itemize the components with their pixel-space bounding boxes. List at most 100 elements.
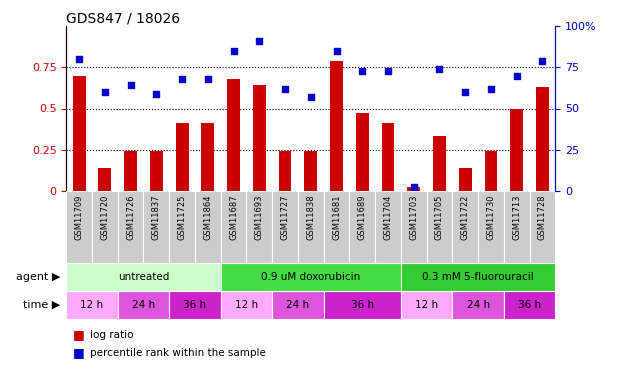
Text: agent ▶: agent ▶ <box>16 272 60 282</box>
Bar <box>407 188 420 191</box>
Bar <box>401 263 555 291</box>
Point <box>538 58 548 64</box>
Bar <box>73 76 86 191</box>
Text: 24 h: 24 h <box>132 300 155 310</box>
Bar <box>92 191 118 263</box>
Text: ■: ■ <box>73 328 85 341</box>
Bar <box>124 151 137 191</box>
Text: GSM11727: GSM11727 <box>281 194 290 240</box>
Point <box>203 76 213 82</box>
Bar <box>175 123 189 191</box>
Bar <box>98 168 111 191</box>
Text: 24 h: 24 h <box>466 300 490 310</box>
Bar <box>169 291 221 319</box>
Bar <box>118 191 143 263</box>
Bar <box>221 263 401 291</box>
Bar <box>272 191 298 263</box>
Text: 12 h: 12 h <box>80 300 103 310</box>
Bar <box>247 191 272 263</box>
Point <box>228 48 239 54</box>
Bar <box>375 191 401 263</box>
Text: 36 h: 36 h <box>518 300 541 310</box>
Text: GSM11687: GSM11687 <box>229 194 238 240</box>
Text: GSM11726: GSM11726 <box>126 194 135 240</box>
Bar <box>452 191 478 263</box>
Text: untreated: untreated <box>118 272 169 282</box>
Text: log ratio: log ratio <box>90 330 134 339</box>
Point <box>357 68 367 74</box>
Bar <box>227 79 240 191</box>
Bar <box>279 151 292 191</box>
Bar <box>356 113 369 191</box>
Text: GSM11713: GSM11713 <box>512 194 521 240</box>
Point <box>100 89 110 95</box>
Bar <box>118 291 169 319</box>
Text: 12 h: 12 h <box>415 300 438 310</box>
Bar <box>201 123 215 191</box>
Text: percentile rank within the sample: percentile rank within the sample <box>90 348 266 357</box>
Text: GSM11720: GSM11720 <box>100 194 109 240</box>
Text: time ▶: time ▶ <box>23 300 60 310</box>
Text: GSM11837: GSM11837 <box>152 194 161 240</box>
Bar <box>433 136 446 191</box>
Point <box>434 66 444 72</box>
Bar <box>253 86 266 191</box>
Bar <box>324 291 401 319</box>
Point <box>409 184 419 190</box>
Bar <box>459 168 471 191</box>
Point <box>74 56 84 62</box>
Bar <box>150 151 163 191</box>
Text: 0.9 uM doxorubicin: 0.9 uM doxorubicin <box>261 272 360 282</box>
Point <box>126 82 136 88</box>
Bar <box>510 108 523 191</box>
Point <box>151 91 162 97</box>
Point <box>305 94 316 100</box>
Text: GSM11681: GSM11681 <box>332 194 341 240</box>
Bar <box>478 191 504 263</box>
Text: GSM11703: GSM11703 <box>410 194 418 240</box>
Text: GSM11704: GSM11704 <box>384 194 392 240</box>
Bar <box>427 191 452 263</box>
Bar <box>485 151 497 191</box>
Text: GSM11689: GSM11689 <box>358 194 367 240</box>
Text: 36 h: 36 h <box>351 300 374 310</box>
Bar <box>382 123 394 191</box>
Point <box>512 73 522 79</box>
Point <box>254 38 264 44</box>
Text: GSM11838: GSM11838 <box>306 194 316 240</box>
Bar <box>536 87 549 191</box>
Bar <box>143 191 169 263</box>
Bar <box>401 291 452 319</box>
Text: GSM11693: GSM11693 <box>255 194 264 240</box>
Bar <box>221 291 272 319</box>
Text: GSM11725: GSM11725 <box>177 194 187 240</box>
Bar <box>298 191 324 263</box>
Bar <box>324 191 350 263</box>
Text: 36 h: 36 h <box>184 300 206 310</box>
Text: GSM11722: GSM11722 <box>461 194 469 240</box>
Point <box>383 68 393 74</box>
Point <box>177 76 187 82</box>
Text: GDS847 / 18026: GDS847 / 18026 <box>66 11 180 25</box>
Bar <box>169 191 195 263</box>
Point <box>486 86 496 92</box>
Point <box>460 89 470 95</box>
Bar <box>401 191 427 263</box>
Bar <box>221 191 247 263</box>
Point <box>331 48 341 54</box>
Text: GSM11705: GSM11705 <box>435 194 444 240</box>
Text: 0.3 mM 5-fluorouracil: 0.3 mM 5-fluorouracil <box>422 272 534 282</box>
Text: GSM11730: GSM11730 <box>487 194 495 240</box>
Bar <box>330 61 343 191</box>
Bar <box>504 191 529 263</box>
Text: GSM11728: GSM11728 <box>538 194 547 240</box>
Text: ■: ■ <box>73 346 85 359</box>
Bar <box>66 263 221 291</box>
Text: GSM11709: GSM11709 <box>74 194 84 240</box>
Bar <box>452 291 504 319</box>
Text: 24 h: 24 h <box>286 300 309 310</box>
Point <box>280 86 290 92</box>
Text: GSM11864: GSM11864 <box>203 194 212 240</box>
Bar <box>195 191 221 263</box>
Bar <box>272 291 324 319</box>
